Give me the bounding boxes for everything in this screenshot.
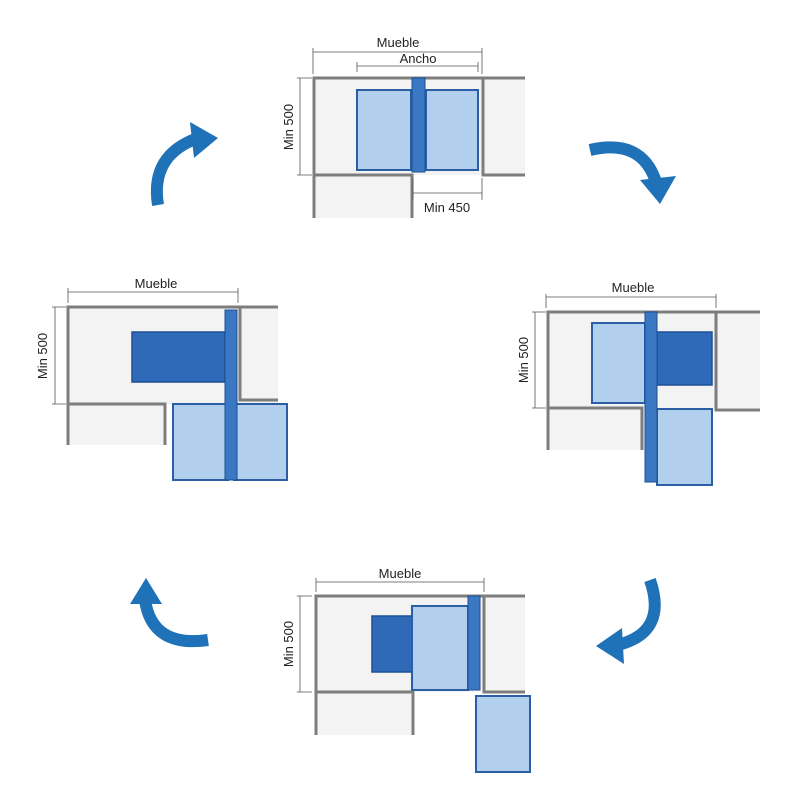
- diagram-top-closed: Mueble Ancho Min 500 Min 450: [281, 35, 525, 218]
- mueble-label: Mueble: [379, 566, 422, 581]
- ancho-label: Ancho: [400, 51, 437, 66]
- diagram-bottom-open: Mueble Min 500: [281, 566, 531, 773]
- mueble-label: Mueble: [377, 35, 420, 50]
- clockwise-arrow-bottom-left-icon: [130, 578, 209, 648]
- clockwise-arrow-bottom-right-icon: [596, 578, 661, 664]
- min500-label: Min 500: [281, 104, 296, 150]
- clockwise-arrow-top-right-icon: [588, 141, 676, 204]
- min500-label: Min 500: [516, 337, 531, 383]
- pivot-column: [411, 77, 426, 173]
- min500-label: Min 500: [281, 621, 296, 667]
- diagram-right-half-open: Mueble Min 500: [516, 280, 760, 486]
- basket-panel: [356, 89, 412, 171]
- mueble-label: Mueble: [612, 280, 655, 295]
- diagram-left-fully-open: Mueble Min 500: [35, 276, 288, 481]
- mueble-label: Mueble: [135, 276, 178, 291]
- min500-label: Min 500: [35, 333, 50, 379]
- basket-panel: [425, 89, 479, 171]
- clockwise-arrow-top-left-icon: [150, 122, 218, 206]
- min450-label: Min 450: [424, 200, 470, 215]
